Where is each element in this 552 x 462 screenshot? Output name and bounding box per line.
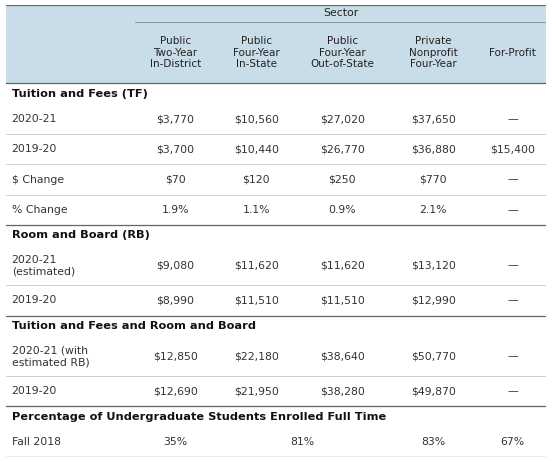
Text: $9,080: $9,080 bbox=[156, 261, 194, 271]
Text: Public
Four-Year
In-State: Public Four-Year In-State bbox=[233, 36, 280, 69]
Text: $250: $250 bbox=[328, 175, 356, 184]
Bar bbox=[6, 286, 546, 316]
Text: $ Change: $ Change bbox=[12, 175, 64, 184]
Text: 2.1%: 2.1% bbox=[420, 205, 447, 215]
Bar bbox=[6, 376, 546, 406]
Bar bbox=[6, 164, 546, 195]
Bar bbox=[6, 83, 546, 104]
Text: —: — bbox=[507, 386, 518, 396]
Text: Room and Board (RB): Room and Board (RB) bbox=[12, 231, 150, 240]
Text: $11,620: $11,620 bbox=[234, 261, 279, 271]
Bar bbox=[6, 5, 546, 83]
Text: —: — bbox=[507, 175, 518, 184]
Text: —: — bbox=[507, 261, 518, 271]
Text: Tuition and Fees and Room and Board: Tuition and Fees and Room and Board bbox=[12, 321, 256, 331]
Text: 2019-20: 2019-20 bbox=[12, 296, 57, 305]
Text: $36,880: $36,880 bbox=[411, 144, 456, 154]
Text: For-Profit: For-Profit bbox=[489, 48, 536, 58]
Text: 81%: 81% bbox=[290, 437, 314, 447]
Text: $22,180: $22,180 bbox=[234, 351, 279, 361]
Text: 2020-21 (with
estimated RB): 2020-21 (with estimated RB) bbox=[12, 346, 89, 367]
Text: $50,770: $50,770 bbox=[411, 351, 456, 361]
Text: $70: $70 bbox=[165, 175, 185, 184]
Bar bbox=[6, 246, 546, 286]
Text: Public
Two-Year
In-District: Public Two-Year In-District bbox=[150, 36, 201, 69]
Text: $21,950: $21,950 bbox=[234, 386, 279, 396]
Bar bbox=[6, 406, 546, 427]
Bar bbox=[6, 316, 546, 336]
Text: $10,440: $10,440 bbox=[234, 144, 279, 154]
Text: $49,870: $49,870 bbox=[411, 386, 456, 396]
Bar bbox=[6, 195, 546, 225]
Text: $10,560: $10,560 bbox=[234, 114, 279, 124]
Text: $11,620: $11,620 bbox=[320, 261, 365, 271]
Text: 35%: 35% bbox=[163, 437, 187, 447]
Text: 1.1%: 1.1% bbox=[242, 205, 270, 215]
Text: $38,280: $38,280 bbox=[320, 386, 365, 396]
Text: $770: $770 bbox=[420, 175, 447, 184]
Text: 2020-21: 2020-21 bbox=[12, 114, 57, 124]
Text: $15,400: $15,400 bbox=[490, 144, 535, 154]
Text: Fall 2018: Fall 2018 bbox=[12, 437, 61, 447]
Text: $26,770: $26,770 bbox=[320, 144, 365, 154]
Text: 0.9%: 0.9% bbox=[328, 205, 356, 215]
Text: $3,770: $3,770 bbox=[156, 114, 194, 124]
Text: $8,990: $8,990 bbox=[156, 296, 194, 305]
Text: $37,650: $37,650 bbox=[411, 114, 456, 124]
Text: 67%: 67% bbox=[501, 437, 525, 447]
Text: Tuition and Fees (TF): Tuition and Fees (TF) bbox=[12, 89, 147, 98]
Text: —: — bbox=[507, 296, 518, 305]
Text: Sector: Sector bbox=[323, 8, 358, 18]
Text: Public
Four-Year
Out-of-State: Public Four-Year Out-of-State bbox=[310, 36, 374, 69]
Bar bbox=[6, 336, 546, 376]
Text: $11,510: $11,510 bbox=[234, 296, 279, 305]
Text: 2019-20: 2019-20 bbox=[12, 144, 57, 154]
Bar bbox=[6, 134, 546, 164]
Text: $13,120: $13,120 bbox=[411, 261, 456, 271]
Text: Percentage of Undergraduate Students Enrolled Full Time: Percentage of Undergraduate Students Enr… bbox=[12, 412, 386, 422]
Text: $120: $120 bbox=[242, 175, 270, 184]
Text: $12,990: $12,990 bbox=[411, 296, 456, 305]
Text: —: — bbox=[507, 351, 518, 361]
Text: —: — bbox=[507, 205, 518, 215]
Text: $12,850: $12,850 bbox=[153, 351, 198, 361]
Bar bbox=[6, 225, 546, 246]
Text: Private
Nonprofit
Four-Year: Private Nonprofit Four-Year bbox=[409, 36, 458, 69]
Text: 2019-20: 2019-20 bbox=[12, 386, 57, 396]
Text: 1.9%: 1.9% bbox=[161, 205, 189, 215]
Text: —: — bbox=[507, 114, 518, 124]
Text: $38,640: $38,640 bbox=[320, 351, 365, 361]
Text: $3,700: $3,700 bbox=[156, 144, 194, 154]
Text: % Change: % Change bbox=[12, 205, 67, 215]
Text: 83%: 83% bbox=[421, 437, 445, 447]
Text: 2020-21
(estimated): 2020-21 (estimated) bbox=[12, 255, 75, 276]
Text: $27,020: $27,020 bbox=[320, 114, 365, 124]
Text: $11,510: $11,510 bbox=[320, 296, 365, 305]
Bar bbox=[6, 427, 546, 457]
Text: $12,690: $12,690 bbox=[153, 386, 198, 396]
Bar bbox=[6, 104, 546, 134]
